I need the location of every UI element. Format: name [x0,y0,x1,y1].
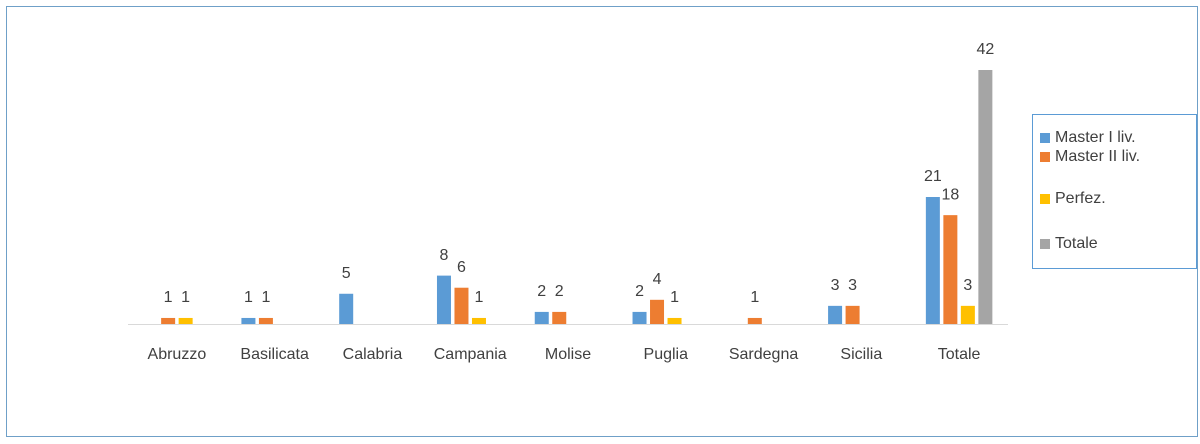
x-tick-label: Totale [938,346,981,363]
bar [943,215,958,324]
legend-box [1032,114,1197,269]
data-label: 42 [976,41,994,58]
data-label: 1 [181,289,190,306]
bar [960,305,975,324]
legend-label: Master I liv. [1055,129,1136,146]
legend-swatch [1040,152,1050,162]
data-label: 1 [750,289,759,306]
data-label: 6 [457,259,466,276]
bar [436,275,451,324]
data-label: 21 [924,168,942,185]
bar [471,317,486,324]
legend-label: Perfez. [1055,190,1106,207]
legend-swatch [1040,239,1050,249]
x-tick-label: Calabria [343,346,403,363]
x-tick-label: Sardegna [729,346,798,363]
bar [178,317,193,324]
bar [978,70,993,324]
x-tick-label: Campania [434,346,507,363]
data-label: 3 [831,277,840,294]
bar [552,311,567,324]
bar [161,317,176,324]
data-label: 2 [635,283,644,300]
bar [650,299,665,324]
x-tick-label: Sicilia [840,346,882,363]
bar [339,293,354,324]
legend-swatch [1040,133,1050,143]
data-label: 1 [261,289,270,306]
bar [828,305,843,324]
data-label: 18 [941,186,959,203]
data-label: 1 [475,289,484,306]
bar [667,317,682,324]
x-tick-label: Abruzzo [148,346,207,363]
bar [454,287,469,324]
data-label: 4 [653,271,662,288]
data-label: 5 [342,265,351,282]
bar [925,197,940,324]
data-label: 1 [670,289,679,306]
bar [258,317,273,324]
data-label: 1 [244,289,253,306]
data-label: 3 [848,277,857,294]
bar [845,305,860,324]
legend-label: Totale [1055,235,1098,252]
data-label: 8 [440,247,449,264]
legend-swatch [1040,194,1050,204]
data-label: 2 [555,283,564,300]
x-tick-label: Puglia [644,346,689,363]
bar [241,317,256,324]
bar [534,311,549,324]
x-tick-label: Basilicata [240,346,309,363]
chart-frame [6,6,1198,437]
legend-label: Master II liv. [1055,148,1140,165]
data-label: 3 [963,277,972,294]
bar [632,311,647,324]
x-tick-label: Molise [545,346,591,363]
bar [747,317,762,324]
data-label: 1 [164,289,173,306]
data-label: 2 [537,283,546,300]
